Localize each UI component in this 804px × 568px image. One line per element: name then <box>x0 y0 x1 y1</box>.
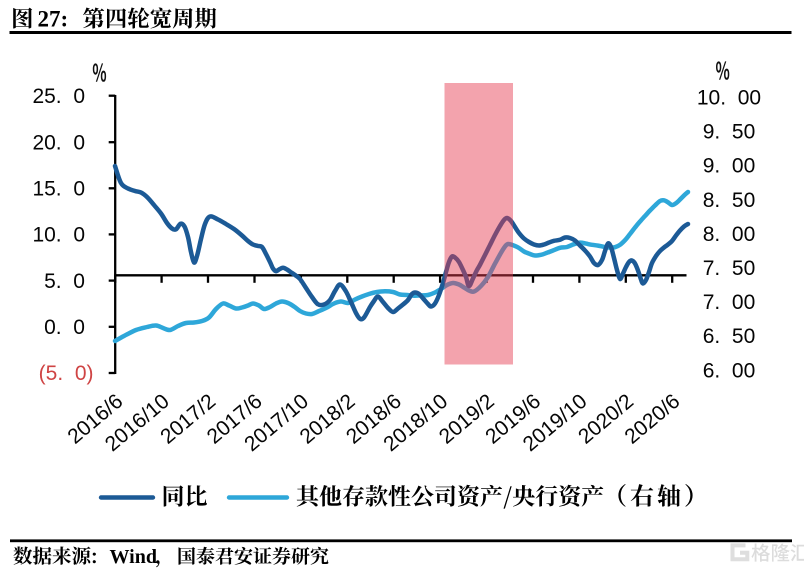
svg-text:10. 0: 10. 0 <box>32 224 85 247</box>
svg-text:27:: 27: <box>38 7 69 32</box>
svg-text:6. 00: 6. 00 <box>703 359 756 382</box>
svg-text:6. 50: 6. 50 <box>703 325 756 348</box>
svg-text:25. 0: 25. 0 <box>32 85 85 108</box>
svg-text:9. 50: 9. 50 <box>703 121 756 144</box>
svg-text:9. 00: 9. 00 <box>703 155 756 178</box>
svg-text:5. 0: 5. 0 <box>44 270 85 293</box>
svg-text:20. 0: 20. 0 <box>32 131 85 154</box>
svg-text:8. 00: 8. 00 <box>703 223 756 246</box>
svg-text:(5. 0): (5. 0) <box>39 362 94 385</box>
svg-text:8. 50: 8. 50 <box>703 189 756 212</box>
svg-text:0. 0: 0. 0 <box>44 316 85 339</box>
svg-text:7. 00: 7. 00 <box>703 291 756 314</box>
svg-text:10. 00: 10. 00 <box>697 87 761 110</box>
svg-text:Wind: Wind <box>110 546 157 568</box>
svg-text:7. 50: 7. 50 <box>703 257 756 280</box>
svg-text:15. 0: 15. 0 <box>32 178 85 201</box>
